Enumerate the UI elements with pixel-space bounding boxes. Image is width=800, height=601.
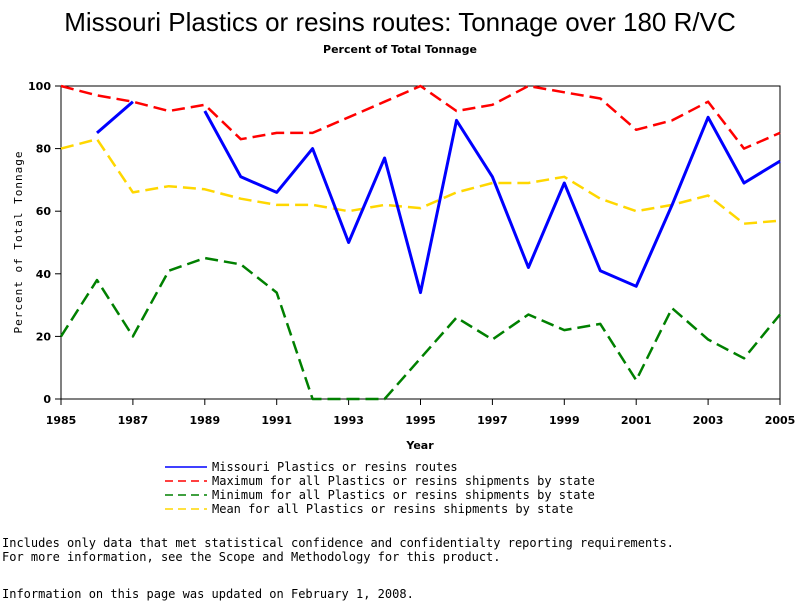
x-tick-label: 2001	[621, 414, 652, 427]
y-tick-label: 0	[43, 393, 51, 406]
legend: Missouri Plastics or resins routesMaximu…	[165, 460, 595, 516]
y-axis: 0 20 40 60 80 100	[28, 80, 61, 406]
footnote-confidence: Includes only data that met statistical …	[2, 536, 674, 550]
x-tick-label: 2005	[765, 414, 796, 427]
y-tick-label: 60	[36, 205, 52, 218]
y-tick-label: 40	[36, 268, 52, 281]
footnote-methodology: For more information, see the Scope and …	[2, 550, 501, 564]
series-line-0	[96, 100, 134, 135]
legend-label-1: Maximum for all Plastics or resins shipm…	[212, 474, 595, 488]
series-layer	[59, 84, 781, 401]
y-tick-label: 20	[36, 330, 52, 343]
x-tick-label: 2003	[693, 414, 724, 427]
chart-subtitle: Percent of Total Tonnage	[323, 43, 477, 56]
plot-area-frame	[60, 85, 781, 400]
x-tick-label: 1985	[46, 414, 77, 427]
x-tick-label: 1993	[333, 414, 364, 427]
x-tick-label: 1997	[477, 414, 508, 427]
x-tick-label: 1991	[261, 414, 292, 427]
x-tick-label: 1995	[405, 414, 436, 427]
legend-label-2: Minimum for all Plastics or resins shipm…	[212, 488, 595, 502]
y-tick-label: 100	[28, 80, 51, 93]
series-line-0	[203, 110, 781, 295]
x-tick-label: 1987	[118, 414, 149, 427]
footnote-updated: Information on this page was updated on …	[2, 587, 414, 601]
x-tick-label: 1989	[189, 414, 220, 427]
y-tick-label: 80	[36, 143, 52, 156]
x-axis: 1985 1987 1989 1991 1993 1995 1997 1999 2001 2003…	[46, 399, 796, 427]
y-axis-label: Percent of Total Tonnage	[12, 151, 25, 334]
x-tick-label: 1999	[549, 414, 580, 427]
series-line-3	[60, 137, 781, 225]
legend-label-0: Missouri Plastics or resins routes	[212, 460, 458, 474]
x-axis-label: Year	[405, 439, 434, 452]
chart-svg: Missouri Plastics or resins routes: Tonn…	[12, 7, 796, 516]
legend-label-3: Mean for all Plastics or resins shipment…	[212, 502, 573, 516]
series-line-1	[60, 84, 781, 150]
chart-title: Missouri Plastics or resins routes: Tonn…	[64, 7, 735, 37]
series-line-2	[59, 256, 781, 401]
